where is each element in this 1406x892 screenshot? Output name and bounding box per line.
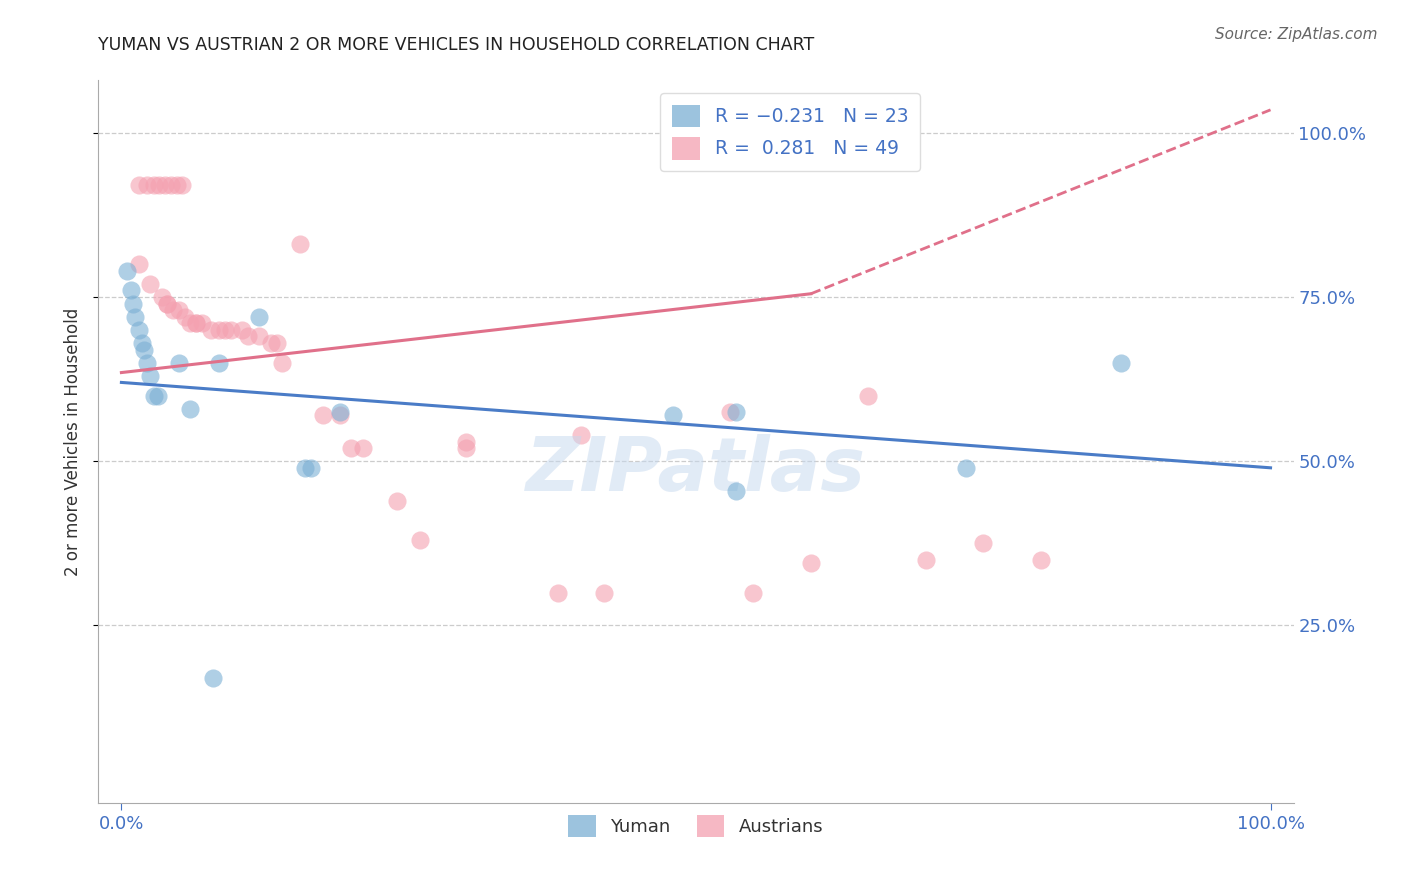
Text: Source: ZipAtlas.com: Source: ZipAtlas.com xyxy=(1215,27,1378,42)
Point xyxy=(191,316,214,330)
Point xyxy=(179,401,201,416)
Point xyxy=(172,178,194,193)
Point xyxy=(134,343,156,357)
Point xyxy=(329,405,352,419)
Legend: Yuman, Austrians: Yuman, Austrians xyxy=(561,808,831,845)
Point xyxy=(115,264,138,278)
Point xyxy=(135,356,157,370)
Point xyxy=(725,483,748,498)
Point xyxy=(266,336,288,351)
Point xyxy=(311,409,333,423)
Point xyxy=(593,585,616,599)
Point xyxy=(662,409,685,423)
Point xyxy=(131,336,153,351)
Point xyxy=(184,316,207,330)
Point xyxy=(1109,356,1132,370)
Point xyxy=(135,178,157,193)
Point xyxy=(184,316,207,330)
Point xyxy=(231,323,253,337)
Point xyxy=(142,388,165,402)
Point xyxy=(547,585,569,599)
Point xyxy=(156,296,179,310)
Point xyxy=(352,441,374,455)
Point xyxy=(219,323,242,337)
Point xyxy=(159,178,181,193)
Point xyxy=(122,296,145,310)
Point xyxy=(914,553,936,567)
Point xyxy=(972,536,994,550)
Point xyxy=(247,310,270,324)
Point xyxy=(173,310,195,324)
Point xyxy=(409,533,432,547)
Point xyxy=(800,556,823,570)
Point xyxy=(208,356,231,370)
Point xyxy=(456,441,478,455)
Point xyxy=(208,323,231,337)
Point xyxy=(139,277,162,291)
Point xyxy=(148,178,170,193)
Point xyxy=(128,178,150,193)
Point xyxy=(153,178,176,193)
Point xyxy=(299,460,322,475)
Point xyxy=(166,178,188,193)
Point xyxy=(329,409,352,423)
Point xyxy=(167,356,190,370)
Point xyxy=(120,284,142,298)
Point xyxy=(260,336,283,351)
Point xyxy=(385,493,409,508)
Point xyxy=(725,405,748,419)
Point xyxy=(142,178,165,193)
Text: YUMAN VS AUSTRIAN 2 OR MORE VEHICLES IN HOUSEHOLD CORRELATION CHART: YUMAN VS AUSTRIAN 2 OR MORE VEHICLES IN … xyxy=(98,36,814,54)
Point xyxy=(742,585,765,599)
Point xyxy=(955,460,977,475)
Point xyxy=(340,441,363,455)
Point xyxy=(128,257,150,271)
Point xyxy=(150,290,173,304)
Point xyxy=(288,237,311,252)
Point xyxy=(179,316,201,330)
Point xyxy=(162,303,184,318)
Point xyxy=(456,434,478,449)
Y-axis label: 2 or more Vehicles in Household: 2 or more Vehicles in Household xyxy=(65,308,83,575)
Point xyxy=(858,388,880,402)
Point xyxy=(128,323,150,337)
Point xyxy=(167,303,190,318)
Point xyxy=(156,296,179,310)
Point xyxy=(139,368,162,383)
Point xyxy=(720,405,742,419)
Point xyxy=(569,428,592,442)
Point xyxy=(247,329,270,343)
Point xyxy=(271,356,294,370)
Point xyxy=(124,310,146,324)
Point xyxy=(1029,553,1052,567)
Point xyxy=(294,460,316,475)
Point xyxy=(200,323,222,337)
Text: ZIPatlas: ZIPatlas xyxy=(526,434,866,507)
Point xyxy=(214,323,236,337)
Point xyxy=(148,388,170,402)
Point xyxy=(236,329,259,343)
Point xyxy=(202,671,225,685)
